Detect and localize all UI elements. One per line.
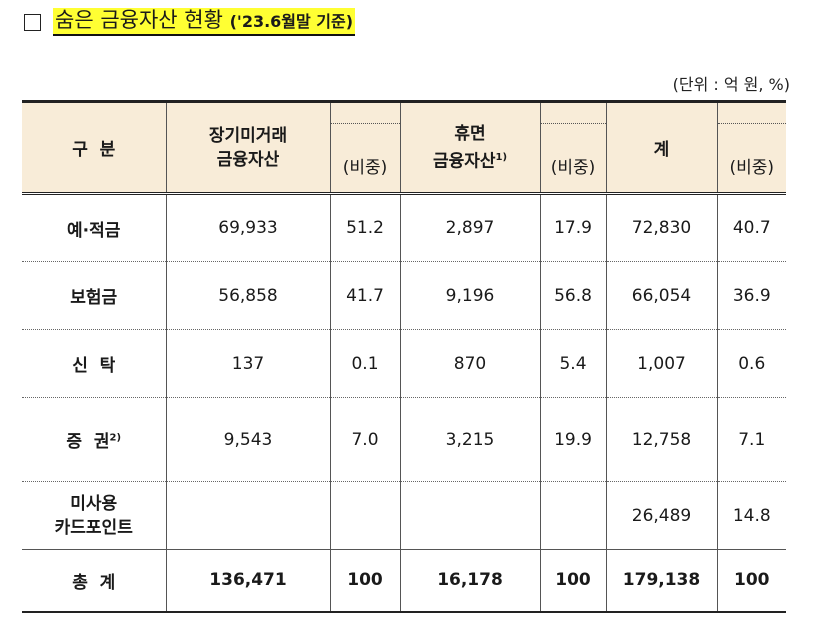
table-row: 증 권2) 9,543 7.0 3,215 19.9 12,758 7.1 bbox=[22, 397, 786, 482]
row-label: 신 탁 bbox=[22, 329, 166, 398]
table-row: 신 탁 137 0.1 870 5.4 1,007 0.6 bbox=[22, 329, 786, 398]
cell-long-term: 137 bbox=[165, 329, 330, 398]
header-category: 구 분 bbox=[22, 100, 166, 195]
header-dormant-note: 1) bbox=[495, 151, 508, 163]
cell-long-term: 69,933 bbox=[165, 193, 330, 262]
cell-dormant: 3,215 bbox=[399, 397, 540, 482]
cell-total: 12,758 bbox=[605, 397, 717, 482]
header-t-ratio: (비중) bbox=[716, 100, 786, 195]
header-long-term: 장기미거래 금융자산 bbox=[165, 100, 330, 195]
total-row: 총 계 136,471 100 16,178 100 179,138 100 bbox=[22, 549, 786, 613]
cell-t-ratio: 14.8 bbox=[716, 481, 786, 550]
total-label: 총 계 bbox=[22, 549, 166, 613]
cell-lt-ratio bbox=[329, 481, 400, 550]
cell-dm-ratio bbox=[539, 481, 606, 550]
table-row: 미사용 카드포인트 26,489 14.8 bbox=[22, 481, 786, 550]
total-total: 179,138 bbox=[605, 549, 717, 613]
row-label: 증 권2) bbox=[22, 397, 166, 482]
cell-total: 26,489 bbox=[605, 481, 717, 550]
cell-dormant: 870 bbox=[399, 329, 540, 398]
total-long-term: 136,471 bbox=[165, 549, 330, 613]
cell-total: 72,830 bbox=[605, 193, 717, 262]
table-header-row: 구 분 장기미거래 금융자산 (비중) 휴면 금융자산1) (비중) 계 (비중… bbox=[22, 100, 786, 195]
header-dormant-line1: 휴면 bbox=[454, 123, 486, 144]
header-long-term-line2: 금융자산 bbox=[216, 149, 280, 170]
cell-long-term: 9,543 bbox=[165, 397, 330, 482]
header-dormant: 휴면 금융자산1) bbox=[399, 100, 540, 195]
assets-table: 구 분 장기미거래 금융자산 (비중) 휴면 금융자산1) (비중) 계 (비중… bbox=[22, 100, 786, 613]
cell-dm-ratio: 5.4 bbox=[539, 329, 606, 398]
cell-long-term: 56,858 bbox=[165, 261, 330, 330]
unit-label: (단위 : 억 원, %) bbox=[672, 75, 790, 94]
header-t-ratio-label: (비중) bbox=[729, 158, 775, 178]
row-label-line2: 카드포인트 bbox=[54, 517, 133, 538]
cell-t-ratio: 40.7 bbox=[716, 193, 786, 262]
header-dm-ratio: (비중) bbox=[539, 100, 606, 195]
table-row: 보험금 56,858 41.7 9,196 56.8 66,054 36.9 bbox=[22, 261, 786, 330]
cell-dm-ratio: 17.9 bbox=[539, 193, 606, 262]
header-lt-ratio: (비중) bbox=[329, 100, 400, 195]
row-label-note: 2) bbox=[109, 432, 122, 444]
title-main: 숨은 금융자산 현황 bbox=[55, 8, 223, 32]
checkbox-icon bbox=[24, 13, 41, 31]
row-label: 미사용 카드포인트 bbox=[22, 481, 166, 550]
row-label: 보험금 bbox=[22, 261, 166, 330]
title-highlight: 숨은 금융자산 현황 ('23.6월말 기준) bbox=[53, 8, 356, 36]
cell-lt-ratio: 41.7 bbox=[329, 261, 400, 330]
row-label-text: 증 권 bbox=[66, 432, 110, 452]
cell-t-ratio: 0.6 bbox=[716, 329, 786, 398]
cell-lt-ratio: 51.2 bbox=[329, 193, 400, 262]
total-lt-ratio: 100 bbox=[329, 549, 400, 613]
total-dm-ratio: 100 bbox=[539, 549, 606, 613]
cell-t-ratio: 36.9 bbox=[716, 261, 786, 330]
cell-long-term bbox=[165, 481, 330, 550]
table-row: 예·적금 69,933 51.2 2,897 17.9 72,830 40.7 bbox=[22, 193, 786, 262]
header-dormant-line2: 금융자산1) bbox=[401, 146, 540, 174]
cell-dm-ratio: 19.9 bbox=[539, 397, 606, 482]
cell-dormant bbox=[399, 481, 540, 550]
cell-lt-ratio: 0.1 bbox=[329, 329, 400, 398]
cell-dm-ratio: 56.8 bbox=[539, 261, 606, 330]
total-dormant: 16,178 bbox=[399, 549, 540, 613]
header-total: 계 bbox=[605, 100, 717, 195]
total-t-ratio: 100 bbox=[716, 549, 786, 613]
title-suffix: ('23.6월말 기준) bbox=[229, 12, 354, 31]
cell-t-ratio: 7.1 bbox=[716, 397, 786, 482]
cell-total: 66,054 bbox=[605, 261, 717, 330]
row-label-line1: 미사용 bbox=[70, 493, 118, 514]
document-title: 숨은 금융자산 현황 ('23.6월말 기준) bbox=[24, 8, 356, 36]
cell-dormant: 2,897 bbox=[399, 193, 540, 262]
header-dormant-line2-text: 금융자산 bbox=[432, 151, 496, 172]
cell-lt-ratio: 7.0 bbox=[329, 397, 400, 482]
header-dm-ratio-label: (비중) bbox=[550, 158, 596, 178]
header-long-term-line1: 장기미거래 bbox=[208, 125, 288, 146]
cell-total: 1,007 bbox=[605, 329, 717, 398]
header-lt-ratio-label: (비중) bbox=[342, 158, 388, 178]
row-label: 예·적금 bbox=[22, 193, 166, 262]
cell-dormant: 9,196 bbox=[399, 261, 540, 330]
